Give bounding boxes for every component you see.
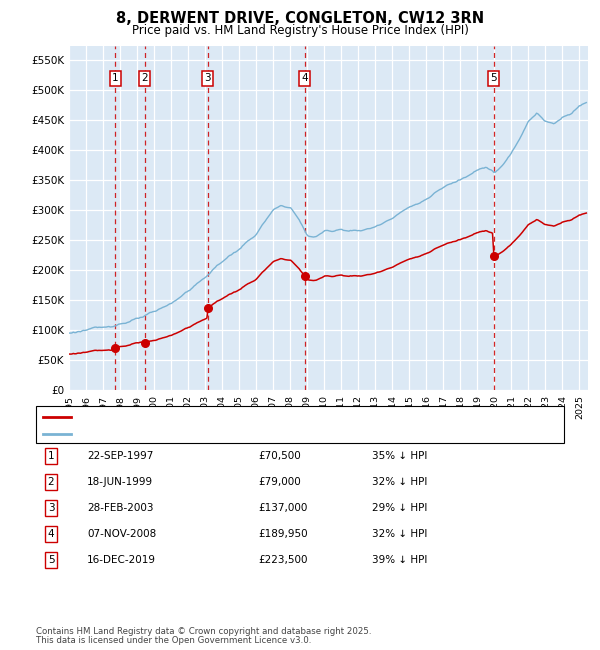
- Text: 29% ↓ HPI: 29% ↓ HPI: [372, 503, 427, 514]
- Text: 2: 2: [47, 477, 55, 488]
- Text: 22-SEP-1997: 22-SEP-1997: [87, 451, 154, 462]
- Text: 16-DEC-2019: 16-DEC-2019: [87, 555, 156, 566]
- Text: 1: 1: [47, 451, 55, 462]
- Text: 8, DERWENT DRIVE, CONGLETON, CW12 3RN: 8, DERWENT DRIVE, CONGLETON, CW12 3RN: [116, 11, 484, 26]
- Text: £189,950: £189,950: [258, 529, 308, 539]
- Text: Price paid vs. HM Land Registry's House Price Index (HPI): Price paid vs. HM Land Registry's House …: [131, 24, 469, 37]
- Text: 2: 2: [142, 73, 148, 83]
- Text: £79,000: £79,000: [258, 477, 301, 488]
- Text: £137,000: £137,000: [258, 503, 307, 514]
- Text: 8, DERWENT DRIVE, CONGLETON, CW12 3RN (detached house): 8, DERWENT DRIVE, CONGLETON, CW12 3RN (d…: [75, 412, 405, 422]
- Text: 18-JUN-1999: 18-JUN-1999: [87, 477, 153, 488]
- Text: 5: 5: [490, 73, 497, 83]
- Text: £70,500: £70,500: [258, 451, 301, 462]
- Text: 32% ↓ HPI: 32% ↓ HPI: [372, 529, 427, 539]
- Text: 3: 3: [47, 503, 55, 514]
- Text: HPI: Average price, detached house, Cheshire East: HPI: Average price, detached house, Ches…: [75, 429, 340, 439]
- Text: 4: 4: [47, 529, 55, 539]
- Text: £223,500: £223,500: [258, 555, 308, 566]
- Text: 28-FEB-2003: 28-FEB-2003: [87, 503, 154, 514]
- Text: 4: 4: [301, 73, 308, 83]
- Text: 35% ↓ HPI: 35% ↓ HPI: [372, 451, 427, 462]
- Text: 1: 1: [112, 73, 119, 83]
- Text: 3: 3: [205, 73, 211, 83]
- Text: 32% ↓ HPI: 32% ↓ HPI: [372, 477, 427, 488]
- Text: 39% ↓ HPI: 39% ↓ HPI: [372, 555, 427, 566]
- Text: 07-NOV-2008: 07-NOV-2008: [87, 529, 156, 539]
- Text: 5: 5: [47, 555, 55, 566]
- Text: This data is licensed under the Open Government Licence v3.0.: This data is licensed under the Open Gov…: [36, 636, 311, 645]
- Text: Contains HM Land Registry data © Crown copyright and database right 2025.: Contains HM Land Registry data © Crown c…: [36, 627, 371, 636]
